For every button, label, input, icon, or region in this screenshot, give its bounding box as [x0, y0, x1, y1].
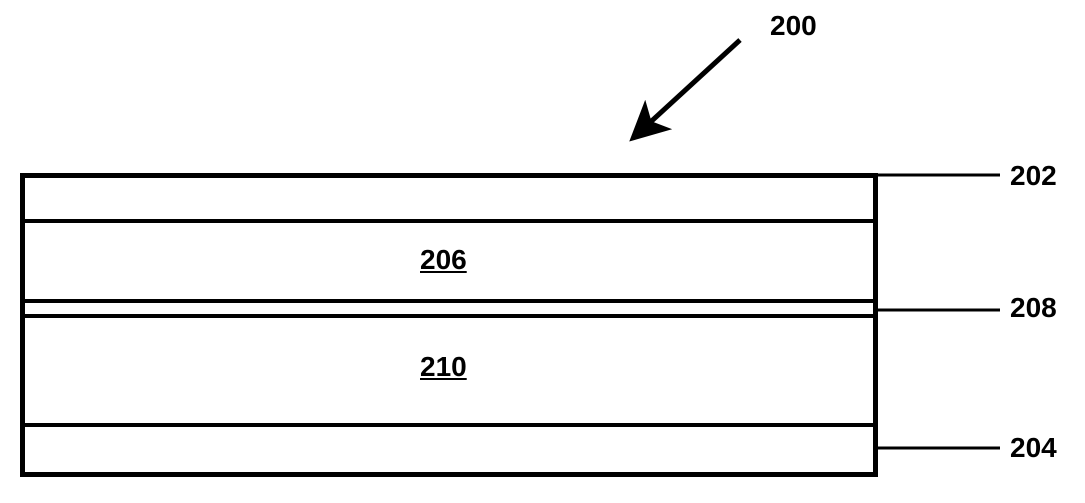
callout-label-208: 208: [1010, 292, 1057, 324]
layer-stack: [20, 173, 878, 477]
diagram-stage: 206 210 200 202 208 204: [0, 0, 1085, 503]
callout-label-200: 200: [770, 10, 817, 42]
callout-label-202: 202: [1010, 160, 1057, 192]
layer-label-206: 206: [420, 244, 467, 276]
layer-label-210: 210: [420, 351, 467, 383]
callout-label-204: 204: [1010, 432, 1057, 464]
